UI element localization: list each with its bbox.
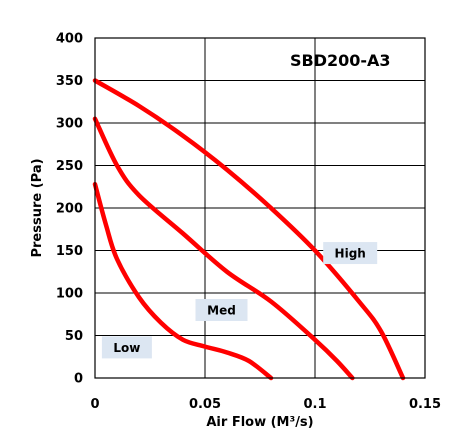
chart-title: SBD200-A3 (290, 51, 391, 70)
series-label-box (101, 336, 152, 359)
y-tick-label: 250 (56, 159, 83, 174)
plot-area-border (94, 37, 426, 379)
series-curve-high (92, 78, 406, 381)
y-tick-label: 200 (56, 202, 83, 217)
curve-layer (92, 78, 406, 381)
y-tick-label: 150 (56, 244, 83, 259)
series-curve-med (92, 116, 355, 381)
tick-layer: 0 50 100 150 200 250 300 350 400 0 0.05 0.1 0.15 (56, 32, 441, 413)
y-tick-label: 0 (74, 372, 83, 387)
y-tick-label: 100 (56, 287, 83, 302)
y-axis-label: Pressure (Pa) (30, 158, 45, 257)
x-tick-label: 0.15 (409, 397, 441, 412)
series-label-low: Low (113, 341, 140, 355)
y-tick-label: 50 (65, 329, 83, 344)
x-axis-label: Air Flow (M³/s) (206, 415, 313, 430)
x-tick-label: 0.05 (189, 397, 221, 412)
y-tick-label: 300 (56, 117, 83, 132)
x-tick-label: 0 (90, 397, 99, 412)
x-tick-label: 0.1 (303, 397, 326, 412)
series-label-layer: High Med Low (101, 242, 378, 359)
series-curve-low (92, 181, 274, 381)
y-tick-label: 350 (56, 74, 83, 89)
series-label-high: High (335, 247, 366, 261)
series-label-box (323, 242, 378, 265)
series-label-med: Med (207, 304, 236, 318)
series-label-box (195, 299, 248, 321)
y-tick-label: 400 (56, 32, 83, 47)
